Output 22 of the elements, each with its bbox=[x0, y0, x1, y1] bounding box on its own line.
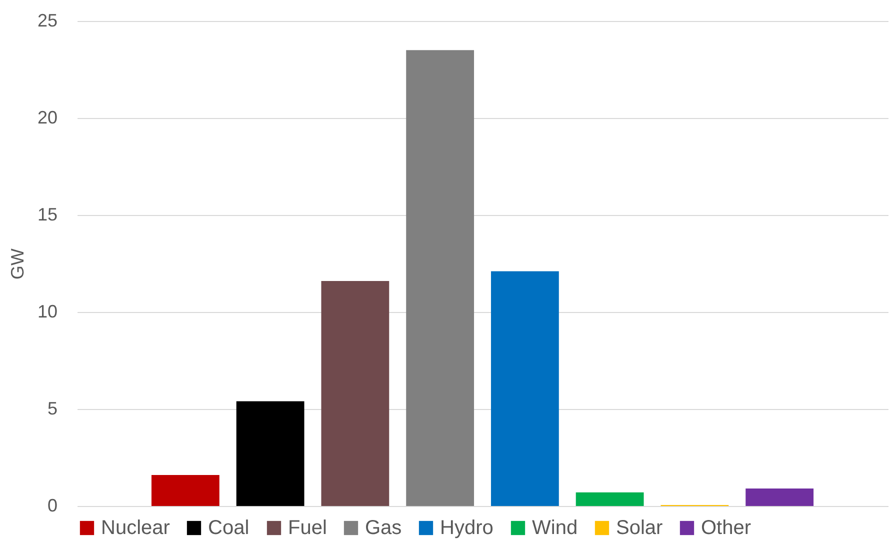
bar bbox=[151, 474, 220, 506]
y-axis-title: GW bbox=[7, 248, 28, 280]
bar bbox=[236, 401, 304, 506]
legend-label: Other bbox=[701, 517, 752, 539]
y-tick-label: 10 bbox=[37, 302, 58, 322]
bar bbox=[406, 50, 474, 506]
legend-label: Nuclear bbox=[101, 517, 170, 539]
legend-label: Gas bbox=[365, 517, 402, 539]
legend-label: Fuel bbox=[288, 517, 327, 539]
bar bbox=[490, 271, 559, 506]
legend-label: Coal bbox=[208, 517, 250, 539]
y-tick-label: 20 bbox=[37, 108, 58, 128]
legend-label: Wind bbox=[532, 517, 578, 539]
bar bbox=[746, 488, 814, 506]
bar bbox=[321, 280, 390, 506]
legend-label: Solar bbox=[616, 517, 664, 539]
y-tick-label: 0 bbox=[47, 496, 58, 516]
y-tick-label: 25 bbox=[37, 10, 58, 30]
bar bbox=[576, 492, 644, 506]
y-tick-label: 15 bbox=[37, 204, 58, 224]
legend-label: Hydro bbox=[440, 517, 494, 539]
y-tick-label: 5 bbox=[47, 398, 58, 418]
